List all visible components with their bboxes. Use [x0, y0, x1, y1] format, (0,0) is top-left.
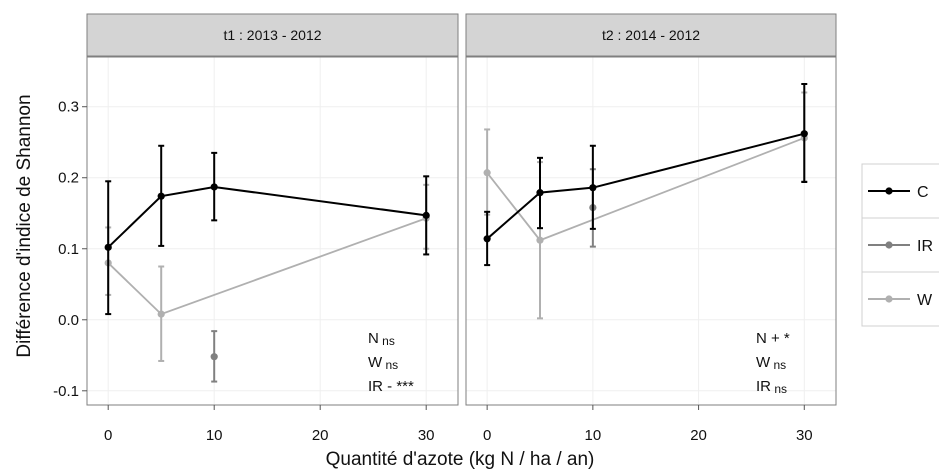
y-tick-label: 0.2	[58, 170, 79, 187]
series-line-c	[107, 185, 427, 249]
x-tick-label: 0	[483, 427, 491, 444]
data-point-w	[483, 169, 491, 177]
series-line-c	[486, 132, 805, 240]
panel-1-frame	[86, 56, 459, 406]
legend-key-point	[885, 241, 893, 249]
data-point-c	[589, 184, 597, 192]
data-point-c	[536, 189, 544, 197]
annotation-1: N + *	[756, 330, 790, 347]
y-tick-label: 0.3	[58, 99, 79, 116]
x-tick-label: 10	[585, 427, 602, 444]
x-axis-label: Quantité d'azote (kg N / ha / an)	[326, 449, 595, 470]
x-tick-label: 10	[206, 427, 223, 444]
panel-2-frame	[465, 56, 837, 406]
x-tick-label: 30	[418, 427, 435, 444]
y-tick-label: 0.1	[58, 241, 79, 258]
legend-label: W	[917, 292, 933, 309]
marks-layer	[104, 82, 808, 383]
legend-label: C	[917, 184, 929, 201]
panel-2-strip	[465, 13, 837, 57]
panel-1-strip	[86, 13, 459, 57]
y-tick-label: 0.0	[58, 312, 79, 329]
panel-2-title: t2 : 2014 - 2012	[602, 27, 700, 43]
x-tick-label: 20	[312, 427, 329, 444]
annotation-2: W ns	[756, 354, 786, 372]
data-point-c	[104, 243, 112, 251]
data-point-c	[210, 183, 218, 191]
panel-2-plot-area	[466, 57, 836, 405]
y-axis-label: Différence d'indice de Shannon	[14, 94, 35, 357]
data-point-c	[800, 130, 808, 138]
data-point-w	[157, 310, 165, 318]
data-point-c	[157, 192, 165, 200]
data-point-w	[536, 236, 544, 244]
legend-key-point	[885, 295, 893, 303]
annotation-2: W ns	[368, 354, 398, 372]
x-tick-label: 20	[690, 427, 707, 444]
data-point-ir	[210, 353, 218, 361]
axes-layer: 0 10 20 30 -0.1 0.0 0.1 0.2 0.3 N ns W ns IR - *** 0…	[53, 56, 837, 444]
legend: C IR W	[861, 163, 939, 327]
annotation-3: IR ns	[756, 378, 787, 396]
data-point-c	[483, 235, 491, 243]
legend-key-point	[885, 187, 893, 195]
x-tick-label: 0	[104, 427, 112, 444]
annotation-1: N ns	[368, 330, 395, 348]
panel-1-title: t1 : 2013 - 2012	[223, 27, 321, 43]
x-tick-label: 30	[796, 427, 813, 444]
panel-1-plot-area	[87, 57, 458, 405]
panels-layer: t1 : 2013 - 2012 t2 : 2014 - 2012	[86, 13, 837, 405]
annotation-3: IR - ***	[368, 378, 414, 395]
legend-label: IR	[917, 238, 933, 255]
y-tick-label: -0.1	[53, 383, 79, 400]
data-point-c	[422, 211, 430, 219]
